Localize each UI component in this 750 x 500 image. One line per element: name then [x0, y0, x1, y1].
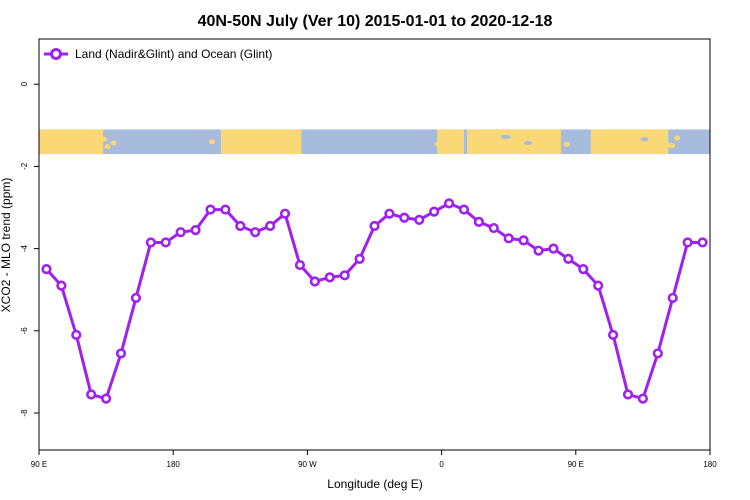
map-coast [486, 133, 495, 139]
map-coast [104, 144, 111, 150]
map-land [39, 129, 104, 155]
map-water [524, 140, 533, 145]
x-tick-label: 90 E [31, 460, 47, 469]
data-point [190, 225, 201, 236]
data-point [652, 348, 663, 359]
map-coast [563, 141, 570, 147]
data-point [175, 227, 186, 238]
legend-label: Land (Nadir&Glint) and Ocean (Glint) [75, 47, 272, 61]
data-point [518, 235, 529, 246]
map-coast [99, 136, 108, 142]
map-land [466, 129, 561, 155]
data-point [533, 245, 544, 256]
data-point [503, 233, 514, 244]
data-point [100, 393, 112, 404]
data-point [354, 253, 365, 264]
y-tick-label: 0 [20, 81, 29, 86]
map-coast [456, 135, 463, 141]
data-point [682, 237, 693, 248]
data-point [637, 393, 649, 404]
data-point [399, 212, 410, 223]
data-point [294, 259, 306, 271]
plot-frame [38, 38, 711, 451]
data-point [86, 389, 97, 400]
data-point [56, 280, 67, 291]
map-land [220, 129, 302, 155]
y-axis-label: XCO2 - MLO trend (ppm) [0, 178, 13, 313]
data-point [71, 329, 82, 341]
y-tick-label: -8 [20, 409, 29, 417]
data-point [473, 216, 484, 227]
data-point [429, 206, 440, 217]
y-tick-label: -4 [20, 245, 29, 253]
data-point [578, 264, 589, 275]
map-water [500, 134, 511, 139]
map-coast [667, 142, 676, 148]
data-point [697, 237, 708, 248]
chart-title: 40N-50N July (Ver 10) 2015-01-01 to 2020… [198, 13, 553, 30]
map-coast [110, 140, 117, 146]
data-point [458, 204, 470, 215]
data-point [563, 253, 574, 264]
data-point [369, 220, 380, 232]
series-line [45, 201, 703, 401]
data-point [130, 292, 142, 304]
y-axis: 0 -2 -4 -6 -8 [20, 81, 39, 417]
x-axis-label: Longitude (deg E) [327, 477, 422, 491]
map-coast [674, 135, 681, 141]
x-axis: 90 E 180 90 W 0 90 E 180 [31, 450, 717, 469]
data-point [250, 227, 261, 238]
data-point [235, 220, 246, 232]
data-point [622, 389, 634, 400]
data-point [115, 348, 127, 359]
data-point [324, 272, 335, 283]
data-point [339, 270, 350, 281]
data-point [265, 220, 276, 232]
data-point [414, 214, 425, 225]
data-point [667, 292, 678, 304]
map-land [437, 129, 464, 155]
data-point [160, 237, 171, 248]
data-point [384, 208, 395, 219]
map-coast [434, 141, 443, 147]
data-point [488, 222, 499, 234]
x-tick-label: 90 W [298, 460, 317, 469]
map-coast [208, 139, 215, 145]
legend: Land (Nadir&Glint) and Ocean (Glint) [44, 47, 272, 61]
data-point [309, 276, 320, 287]
x-tick-label: 180 [703, 460, 717, 469]
x-tick-label: 0 [439, 460, 444, 469]
series-layer [41, 198, 708, 404]
map-water [125, 133, 132, 138]
data-point [220, 204, 231, 215]
x-tick-label: 90 E [568, 460, 584, 469]
data-point [593, 280, 604, 291]
map-land [590, 129, 669, 155]
x-tick-label: 180 [167, 460, 181, 469]
map-water [640, 137, 649, 142]
data-point [205, 204, 216, 215]
data-point [607, 329, 619, 341]
data-point [279, 208, 291, 219]
data-point [41, 264, 52, 275]
data-point [443, 198, 455, 209]
legend-marker [50, 48, 62, 60]
data-point [548, 243, 559, 254]
y-tick-label: -2 [20, 162, 29, 170]
map-coast [596, 138, 603, 144]
y-tick-label: -6 [20, 327, 29, 335]
map-strip [39, 129, 710, 155]
data-point [145, 237, 156, 248]
